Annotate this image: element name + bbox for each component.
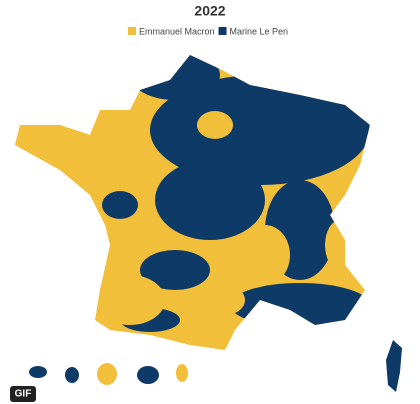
map-title: 2022 — [194, 3, 225, 19]
legend: Emmanuel Macron Marine Le Pen — [128, 26, 288, 36]
legend-swatch — [128, 27, 136, 35]
legend-swatch — [218, 27, 227, 35]
badge-text: GIF — [15, 389, 32, 400]
overseas — [29, 340, 402, 392]
france — [15, 55, 370, 350]
legend-label: Marine Le Pen — [230, 26, 289, 36]
badge — [10, 386, 36, 402]
legend-label: Emmanuel Macron — [139, 26, 215, 36]
